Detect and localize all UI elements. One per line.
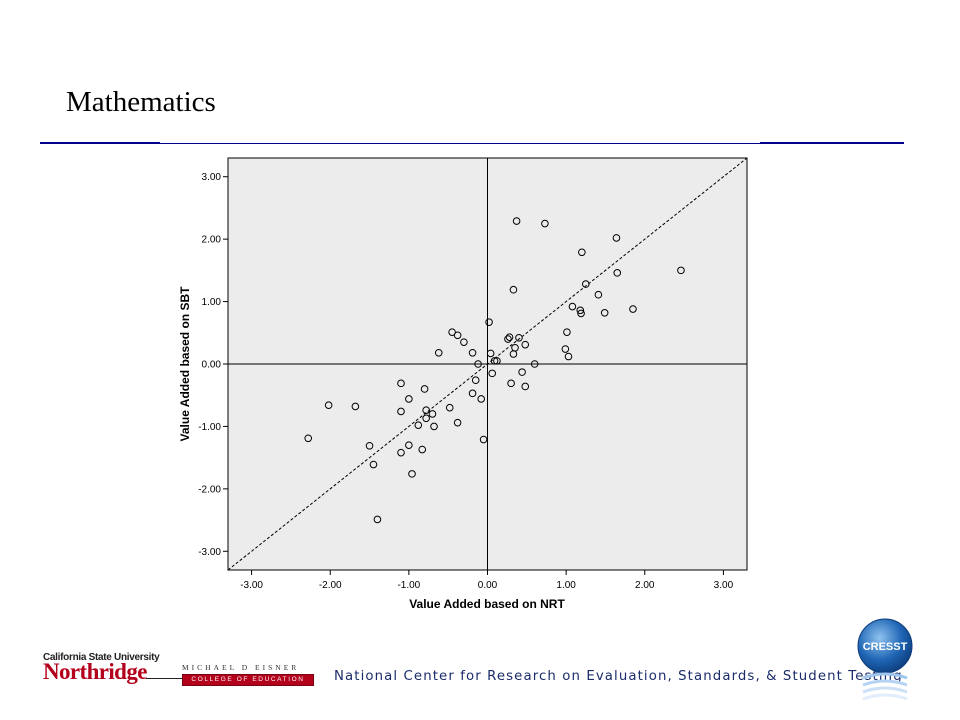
data-point — [422, 414, 430, 423]
data-point — [460, 338, 468, 346]
x-axis-label: Value Added based on NRT — [409, 597, 565, 611]
data-point — [418, 445, 427, 454]
eisner-logo: MICHAEL D EISNER COLLEGE OF EDUCATION — [182, 663, 314, 686]
data-point — [477, 395, 486, 403]
data-point — [490, 357, 499, 365]
footer-divider — [146, 678, 182, 679]
data-point — [468, 348, 477, 357]
data-point — [397, 379, 405, 388]
y-tick-label: -1.00 — [198, 422, 221, 433]
data-point — [405, 395, 413, 403]
data-point — [479, 435, 488, 444]
cresst-logo-text: CRESST — [863, 641, 908, 653]
data-point — [530, 360, 539, 368]
scatter-chart: -3.00 -2.00 -1.00 0.00 1.00 2.00 3.00 3.00 2.00 1… — [178, 157, 748, 611]
data-point — [485, 318, 493, 326]
y-tick-label: 0.00 — [202, 360, 222, 371]
data-point — [428, 410, 437, 418]
data-point — [581, 280, 590, 288]
data-point — [414, 421, 423, 429]
y-tick-label: 2.00 — [202, 235, 222, 246]
data-point — [405, 441, 413, 449]
data-point — [568, 302, 577, 311]
data-point — [629, 305, 637, 313]
data-point — [600, 309, 609, 317]
data-point — [304, 434, 313, 443]
diagonal-reference-line — [227, 157, 748, 571]
x-tick-label: 0.00 — [478, 580, 498, 591]
csun-logo-line2: Northridge — [43, 659, 147, 684]
data-point — [397, 448, 405, 457]
data-point — [518, 368, 526, 376]
data-point — [677, 266, 685, 275]
data-point — [612, 234, 621, 242]
y-tick-label: -3.00 — [198, 547, 221, 558]
slide-title: Mathematics — [66, 86, 216, 118]
data-point — [561, 345, 570, 353]
eisner-logo-name: MICHAEL D EISNER — [182, 663, 300, 672]
y-tick-label: -2.00 — [198, 484, 221, 495]
x-tick-label: 2.00 — [635, 580, 655, 591]
data-point — [445, 403, 454, 412]
data-point — [453, 418, 462, 427]
data-point — [324, 401, 333, 409]
csun-logo-line1: California State University — [43, 652, 160, 663]
data-point — [430, 422, 438, 431]
data-point — [488, 369, 497, 378]
data-point — [613, 269, 622, 277]
data-point — [521, 340, 530, 349]
title-rule-left — [40, 142, 160, 144]
cresst-logo: CRESST — [857, 618, 913, 701]
data-point — [422, 406, 430, 414]
data-point — [365, 441, 374, 450]
data-point — [512, 217, 521, 225]
data-point — [509, 285, 518, 294]
data-point — [576, 306, 585, 315]
title-rule-middle — [160, 143, 760, 144]
data-point — [521, 382, 530, 391]
data-point — [505, 333, 514, 341]
data-point — [515, 333, 523, 342]
title-rule-right — [760, 142, 904, 144]
data-point — [541, 219, 549, 228]
data-point — [474, 360, 482, 368]
data-point — [420, 385, 429, 393]
data-point — [564, 352, 573, 361]
data-point — [408, 470, 416, 478]
x-tick-label: 1.00 — [556, 580, 576, 591]
y-tick-label: 3.00 — [202, 172, 222, 183]
y-axis-label: Value Added based on SBT — [178, 286, 192, 442]
y-tick-label: 1.00 — [202, 297, 222, 308]
data-point — [453, 331, 462, 340]
data-point — [504, 335, 512, 343]
data-point — [577, 309, 585, 318]
data-point — [493, 357, 501, 365]
data-point — [471, 376, 480, 385]
data-point — [373, 515, 382, 524]
data-point — [563, 328, 571, 336]
data-point — [486, 349, 495, 358]
data-point — [594, 290, 603, 299]
x-tick-label: 3.00 — [714, 580, 734, 591]
eisner-logo-college: COLLEGE OF EDUCATION — [182, 674, 314, 686]
data-point — [397, 407, 405, 416]
data-point — [507, 379, 515, 388]
center-name: National Center for Research on Evaluati… — [334, 669, 903, 684]
data-point — [448, 328, 456, 336]
data-point — [369, 460, 378, 469]
x-tick-label: -2.00 — [319, 580, 342, 591]
x-tick-label: -3.00 — [240, 580, 263, 591]
data-point — [434, 348, 443, 357]
data-point — [511, 343, 519, 352]
data-point — [351, 402, 360, 411]
data-point — [578, 248, 586, 257]
data-point — [468, 389, 477, 398]
x-tick-label: -1.00 — [397, 580, 420, 591]
